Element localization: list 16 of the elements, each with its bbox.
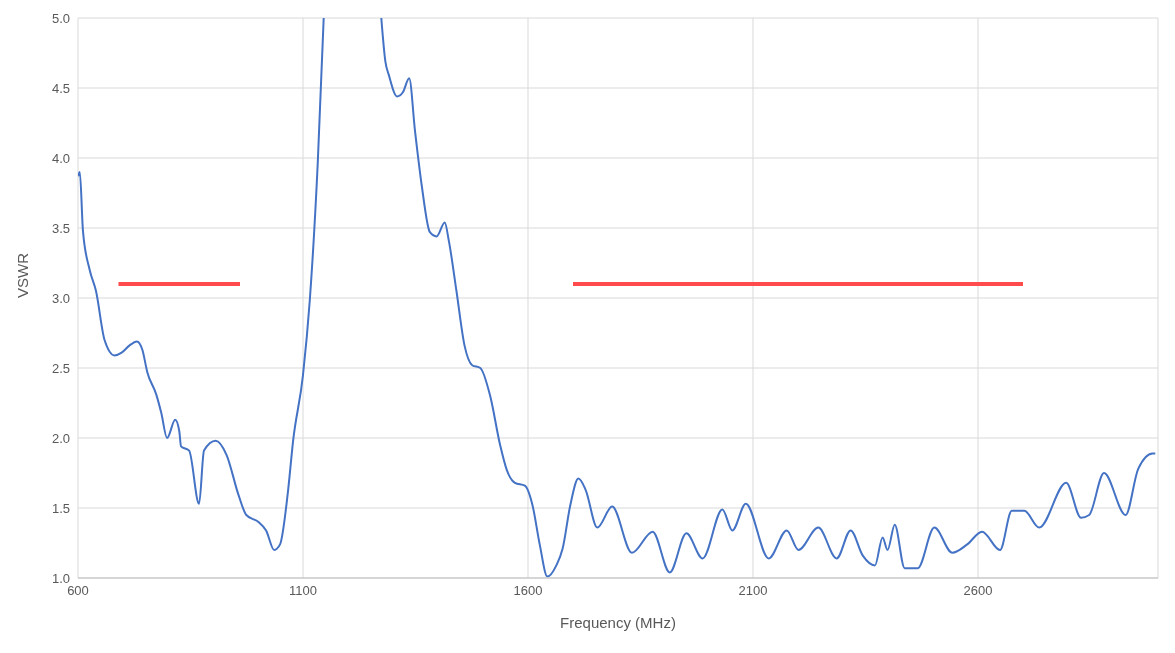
y-tick-label: 1.5 (51, 500, 70, 516)
y-tick-label: 3.5 (51, 220, 70, 236)
x-axis-title: Frequency (MHz) (560, 614, 676, 631)
y-tick-label: 4.0 (51, 150, 70, 166)
y-tick-label: 2.0 (51, 430, 70, 446)
y-tick-label: 4.5 (51, 80, 70, 96)
x-tick-label: 1600 (513, 583, 543, 599)
y-tick-label: 1.0 (51, 570, 70, 586)
y-tick-label: 3.0 (51, 290, 70, 306)
x-tick-label: 2100 (738, 583, 768, 599)
y-tick-label: 5.0 (51, 10, 70, 26)
x-tick-label: 2600 (963, 583, 993, 599)
x-tick-label: 600 (67, 583, 89, 599)
x-tick-label: 1100 (289, 583, 317, 599)
y-tick-label: 2.5 (51, 360, 70, 376)
y-axis-title: VSWR (14, 252, 32, 298)
